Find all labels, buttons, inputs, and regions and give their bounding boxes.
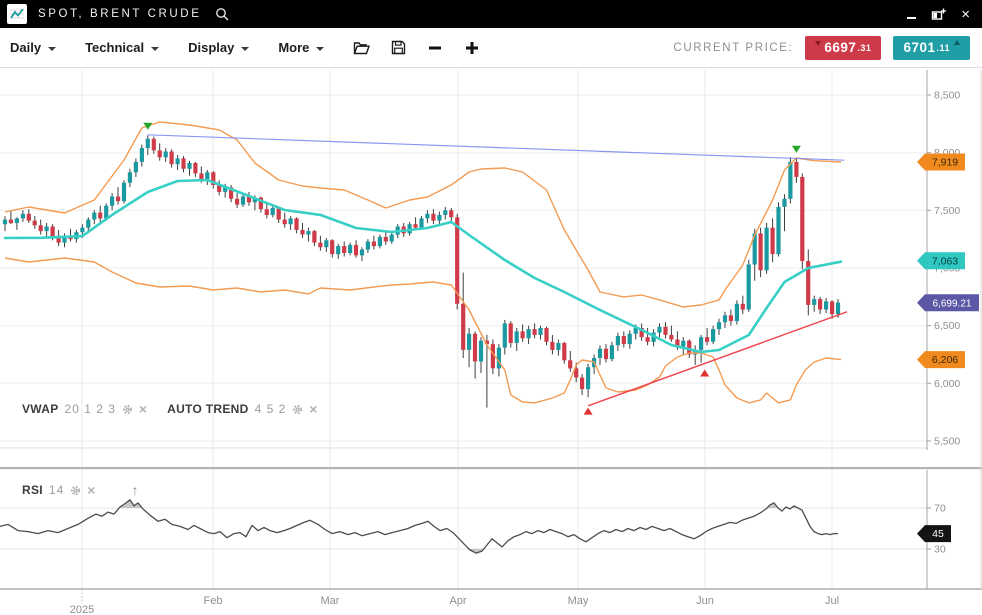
current-price-band: CURRENT PRICE: 6697.31 6701.11 <box>673 35 972 60</box>
price-down-arrow-icon <box>815 41 822 46</box>
chevron-down-icon <box>151 46 160 51</box>
rsi-tick-label: 30 <box>934 544 946 556</box>
bid-price-dec: .31 <box>857 42 872 53</box>
auto-trend-label: AUTO TREND <box>167 402 249 416</box>
rsi-value-badge: 45 <box>917 525 951 543</box>
trendline-support[interactable] <box>587 311 848 407</box>
menu-more[interactable]: More <box>278 40 325 55</box>
indicator-legend-rsi: RSI 14 × ↑ <box>22 482 138 498</box>
zoom-in-icon[interactable] <box>464 40 480 56</box>
chevron-down-icon <box>316 46 325 51</box>
titlebar: SPOT, BRENT CRUDE × <box>0 0 982 28</box>
rsi-settings-gear-icon[interactable] <box>70 485 81 496</box>
minimize-icon[interactable] <box>907 9 917 19</box>
menu-daily-label: Daily <box>10 40 42 55</box>
ask-price-dec: .11 <box>936 42 950 53</box>
bid-price-badge: 6697.31 <box>805 35 882 60</box>
vwap-params: 20 1 2 3 <box>64 402 116 416</box>
time-axis-labels[interactable]: 2025 Feb Mar Apr May Jun Jul <box>70 589 839 615</box>
month-label: Jun <box>696 595 714 607</box>
menu-daily[interactable]: Daily <box>10 40 57 55</box>
month-label: Apr <box>449 595 466 607</box>
buy-signal-icon <box>700 369 710 377</box>
sell-signal-icon <box>791 145 801 153</box>
svg-text:7,919: 7,919 <box>932 157 958 169</box>
month-gridlines <box>81 70 833 589</box>
vwap-indicator-row: VWAP 20 1 2 3 × <box>22 402 147 416</box>
menu-display[interactable]: Display <box>188 40 250 55</box>
trendline-resistance[interactable] <box>147 134 845 161</box>
rsi-indicator-row: RSI 14 × <box>22 483 95 497</box>
rsi-line[interactable] <box>0 499 838 554</box>
vwap-settings-gear-icon[interactable] <box>122 404 133 415</box>
month-label: May <box>568 595 589 607</box>
month-label: Jul <box>825 595 839 607</box>
price-tick-label: 6,500 <box>934 320 960 332</box>
menu-technical[interactable]: Technical <box>85 40 160 55</box>
close-icon[interactable]: × <box>961 5 970 23</box>
price-tick-label: 7,500 <box>934 205 960 217</box>
price-tick-label: 5,500 <box>934 436 960 448</box>
price-tick-label: 6,000 <box>934 378 960 390</box>
price-callout-badge: 7,919 <box>917 153 965 171</box>
bid-price-int: 6697 <box>824 40 857 55</box>
rsi-label: RSI <box>22 483 43 497</box>
chevron-down-icon <box>241 46 250 51</box>
move-pane-up-icon[interactable]: ↑ <box>131 482 139 498</box>
price-callout-badge: 6,699.21 <box>917 294 979 312</box>
ask-price-int: 6701 <box>903 40 936 55</box>
vwap-line[interactable] <box>3 178 843 354</box>
svg-text:7,063: 7,063 <box>932 255 958 267</box>
auto-trend-markers <box>143 122 801 415</box>
price-callouts: 7,919 7,063 6,699.21 6,206 <box>917 153 979 369</box>
month-label: Mar <box>321 595 340 607</box>
bollinger-upper-band[interactable] <box>4 121 842 308</box>
month-label: Feb <box>204 595 223 607</box>
vwap-label: VWAP <box>22 402 59 416</box>
vwap-remove-icon[interactable]: × <box>138 401 148 417</box>
auto-trend-params: 4 5 2 <box>254 402 287 416</box>
svg-text:6,699.21: 6,699.21 <box>933 298 972 309</box>
rsi-tick-label: 70 <box>934 503 946 515</box>
pane-separator[interactable] <box>0 467 982 470</box>
price-callout-badge: 7,063 <box>917 252 965 270</box>
price-callout-badge: 6,206 <box>917 351 965 369</box>
indicator-legend-main: VWAP 20 1 2 3 × AUTO TREND 4 5 2 × <box>22 402 331 416</box>
current-price-label: CURRENT PRICE: <box>673 41 794 54</box>
ask-price-badge: 6701.11 <box>893 35 970 60</box>
app-logo-icon <box>7 4 27 24</box>
symbol-title: SPOT, BRENT CRUDE <box>38 8 202 20</box>
menu-technical-label: Technical <box>85 40 145 55</box>
price-up-arrow-icon <box>954 40 960 45</box>
popout-window-icon[interactable] <box>931 8 947 21</box>
rsi-params: 14 <box>48 483 65 497</box>
window-controls: × <box>907 7 970 22</box>
buy-signal-icon <box>583 407 593 415</box>
open-folder-icon[interactable] <box>353 41 371 55</box>
auto-trend-indicator-row: AUTO TREND 4 5 2 × <box>167 402 317 416</box>
chevron-down-icon <box>48 46 57 51</box>
year-label: 2025 <box>70 604 94 615</box>
zoom-out-icon[interactable] <box>427 40 443 56</box>
price-tick-label: 8,500 <box>934 90 960 102</box>
auto-trend-remove-icon[interactable]: × <box>309 401 318 417</box>
svg-text:45: 45 <box>932 528 944 540</box>
toolbar: Daily Technical Display More CURRENT PRI… <box>0 28 982 68</box>
rsi-remove-icon[interactable]: × <box>87 482 96 498</box>
search-icon[interactable] <box>215 7 230 22</box>
rsi-axis-labels[interactable]: 70 30 <box>927 503 946 556</box>
menu-display-label: Display <box>188 40 235 55</box>
menu-more-label: More <box>278 40 310 55</box>
svg-text:6,206: 6,206 <box>932 354 958 366</box>
bollinger-lower-band[interactable] <box>4 257 842 404</box>
save-icon[interactable] <box>391 40 406 55</box>
auto-trend-settings-gear-icon[interactable] <box>292 404 303 415</box>
sell-signal-icon <box>143 122 153 130</box>
candlestick-series <box>2 135 841 408</box>
